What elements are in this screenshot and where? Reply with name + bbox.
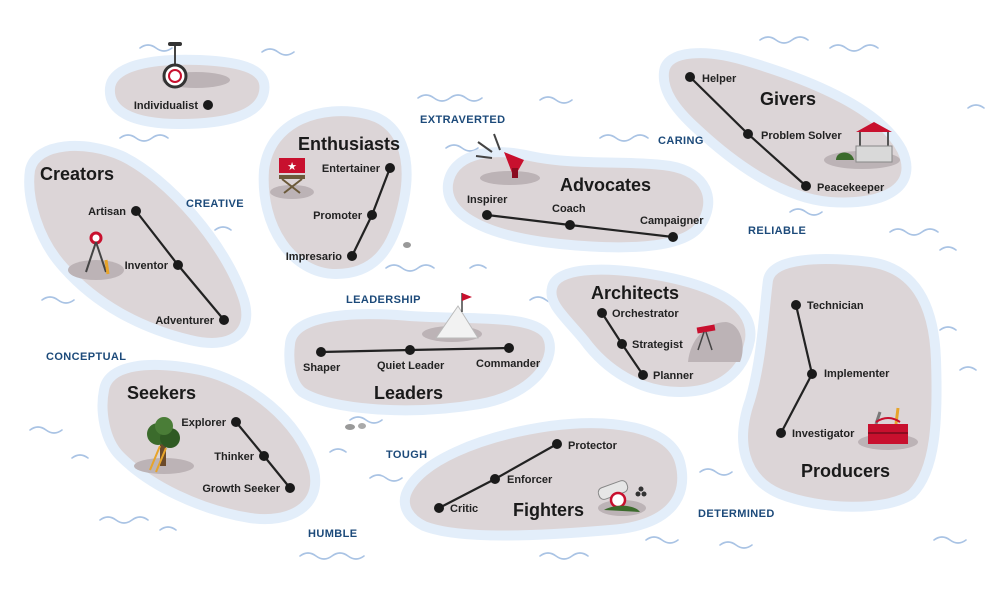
trait-labels: EXTRAVERTED CARING CREATIVE RELIABLE LEA… <box>46 114 806 540</box>
island-fighters: Fighters Protector Enforcer Critic <box>399 418 688 541</box>
node-shaper: Shaper <box>303 362 341 374</box>
node-quiet-leader: Quiet Leader <box>377 360 445 372</box>
compass-icon <box>85 231 110 275</box>
group-title-creators: Creators <box>40 164 114 184</box>
rock <box>345 424 355 430</box>
group-title-givers: Givers <box>760 89 816 109</box>
node-helper: Helper <box>702 73 737 85</box>
node-enforcer: Enforcer <box>507 474 553 486</box>
telescope-icon <box>688 322 743 362</box>
node-artisan: Artisan <box>88 206 126 218</box>
unicycle-icon <box>162 42 188 89</box>
node-technician: Technician <box>807 300 864 312</box>
node-implementer: Implementer <box>824 368 890 380</box>
toolbox-icon <box>868 407 908 444</box>
group-title-advocates: Advocates <box>560 175 651 195</box>
node-coach: Coach <box>552 203 586 215</box>
megaphone-icon <box>475 133 524 178</box>
island-givers: Givers Helper Problem Solver Peacekeeper <box>658 48 912 208</box>
water-waves <box>29 36 985 560</box>
trait-reliable: RELIABLE <box>748 225 806 237</box>
svg-text:★: ★ <box>287 161 297 173</box>
trait-caring: CARING <box>658 135 704 147</box>
tree-ladder-icon <box>147 417 180 473</box>
node-thinker: Thinker <box>214 451 254 463</box>
group-title-enthusiasts: Enthusiasts <box>298 134 400 154</box>
rock <box>358 423 366 429</box>
trait-determined: DETERMINED <box>698 508 775 520</box>
node-promoter: Promoter <box>313 210 363 222</box>
node-commander: Commander <box>476 358 541 370</box>
node-investigator: Investigator <box>792 428 855 440</box>
island-advocates: Advocates Inspirer Coach Campaigner <box>442 133 714 253</box>
node-individualist: Individualist <box>134 100 199 112</box>
node-strategist: Strategist <box>632 339 683 351</box>
group-title-producers: Producers <box>801 461 890 481</box>
rock <box>403 242 411 248</box>
node-inventor: Inventor <box>125 260 169 272</box>
node-critic: Critic <box>450 503 478 515</box>
island-producers: Producers Technician Implementer Investi… <box>738 254 942 512</box>
node-inspirer: Inspirer <box>467 194 508 206</box>
node-adventurer: Adventurer <box>155 315 214 327</box>
island-individualist: Individualist <box>104 42 270 130</box>
node-protector: Protector <box>568 440 618 452</box>
trait-leadership: LEADERSHIP <box>346 294 421 306</box>
group-title-leaders: Leaders <box>374 383 443 403</box>
group-title-architects: Architects <box>591 283 679 303</box>
cannon-icon <box>597 480 647 512</box>
node-peacekeeper: Peacekeeper <box>817 182 885 194</box>
trait-tough: TOUGH <box>386 449 428 461</box>
trait-creative: CREATIVE <box>186 198 244 210</box>
mountain-flag-icon <box>422 293 482 342</box>
island-leaders: Leaders Shaper Quiet Leader Commander <box>284 293 555 416</box>
node-impresario: Impresario <box>286 251 343 263</box>
trait-extraverted: EXTRAVERTED <box>420 114 505 126</box>
node-campaigner: Campaigner <box>640 215 704 227</box>
node-orchestrator: Orchestrator <box>612 308 679 320</box>
directors-chair-icon: ★ <box>279 158 305 194</box>
wishing-well-icon <box>836 122 893 163</box>
trait-conceptual: CONCEPTUAL <box>46 351 126 363</box>
node-explorer: Explorer <box>181 417 226 429</box>
node-planner: Planner <box>653 370 694 382</box>
node-problem-solver: Problem Solver <box>761 130 842 142</box>
node-growth-seeker: Growth Seeker <box>202 483 280 495</box>
trait-humble: HUMBLE <box>308 528 357 540</box>
group-title-fighters: Fighters <box>513 500 584 520</box>
group-title-seekers: Seekers <box>127 383 196 403</box>
node-entertainer: Entertainer <box>322 163 381 175</box>
island-enthusiasts: ★ Enthusiasts Entertainer Promoter Impre… <box>258 106 412 280</box>
island-seekers: Seekers Explorer Thinker Growth Seeker <box>97 360 321 525</box>
island-creators: Creators Artisan Inventor Adventurer <box>24 141 252 348</box>
island-architects: Architects Orchestrator Strategist Plann… <box>546 264 756 398</box>
